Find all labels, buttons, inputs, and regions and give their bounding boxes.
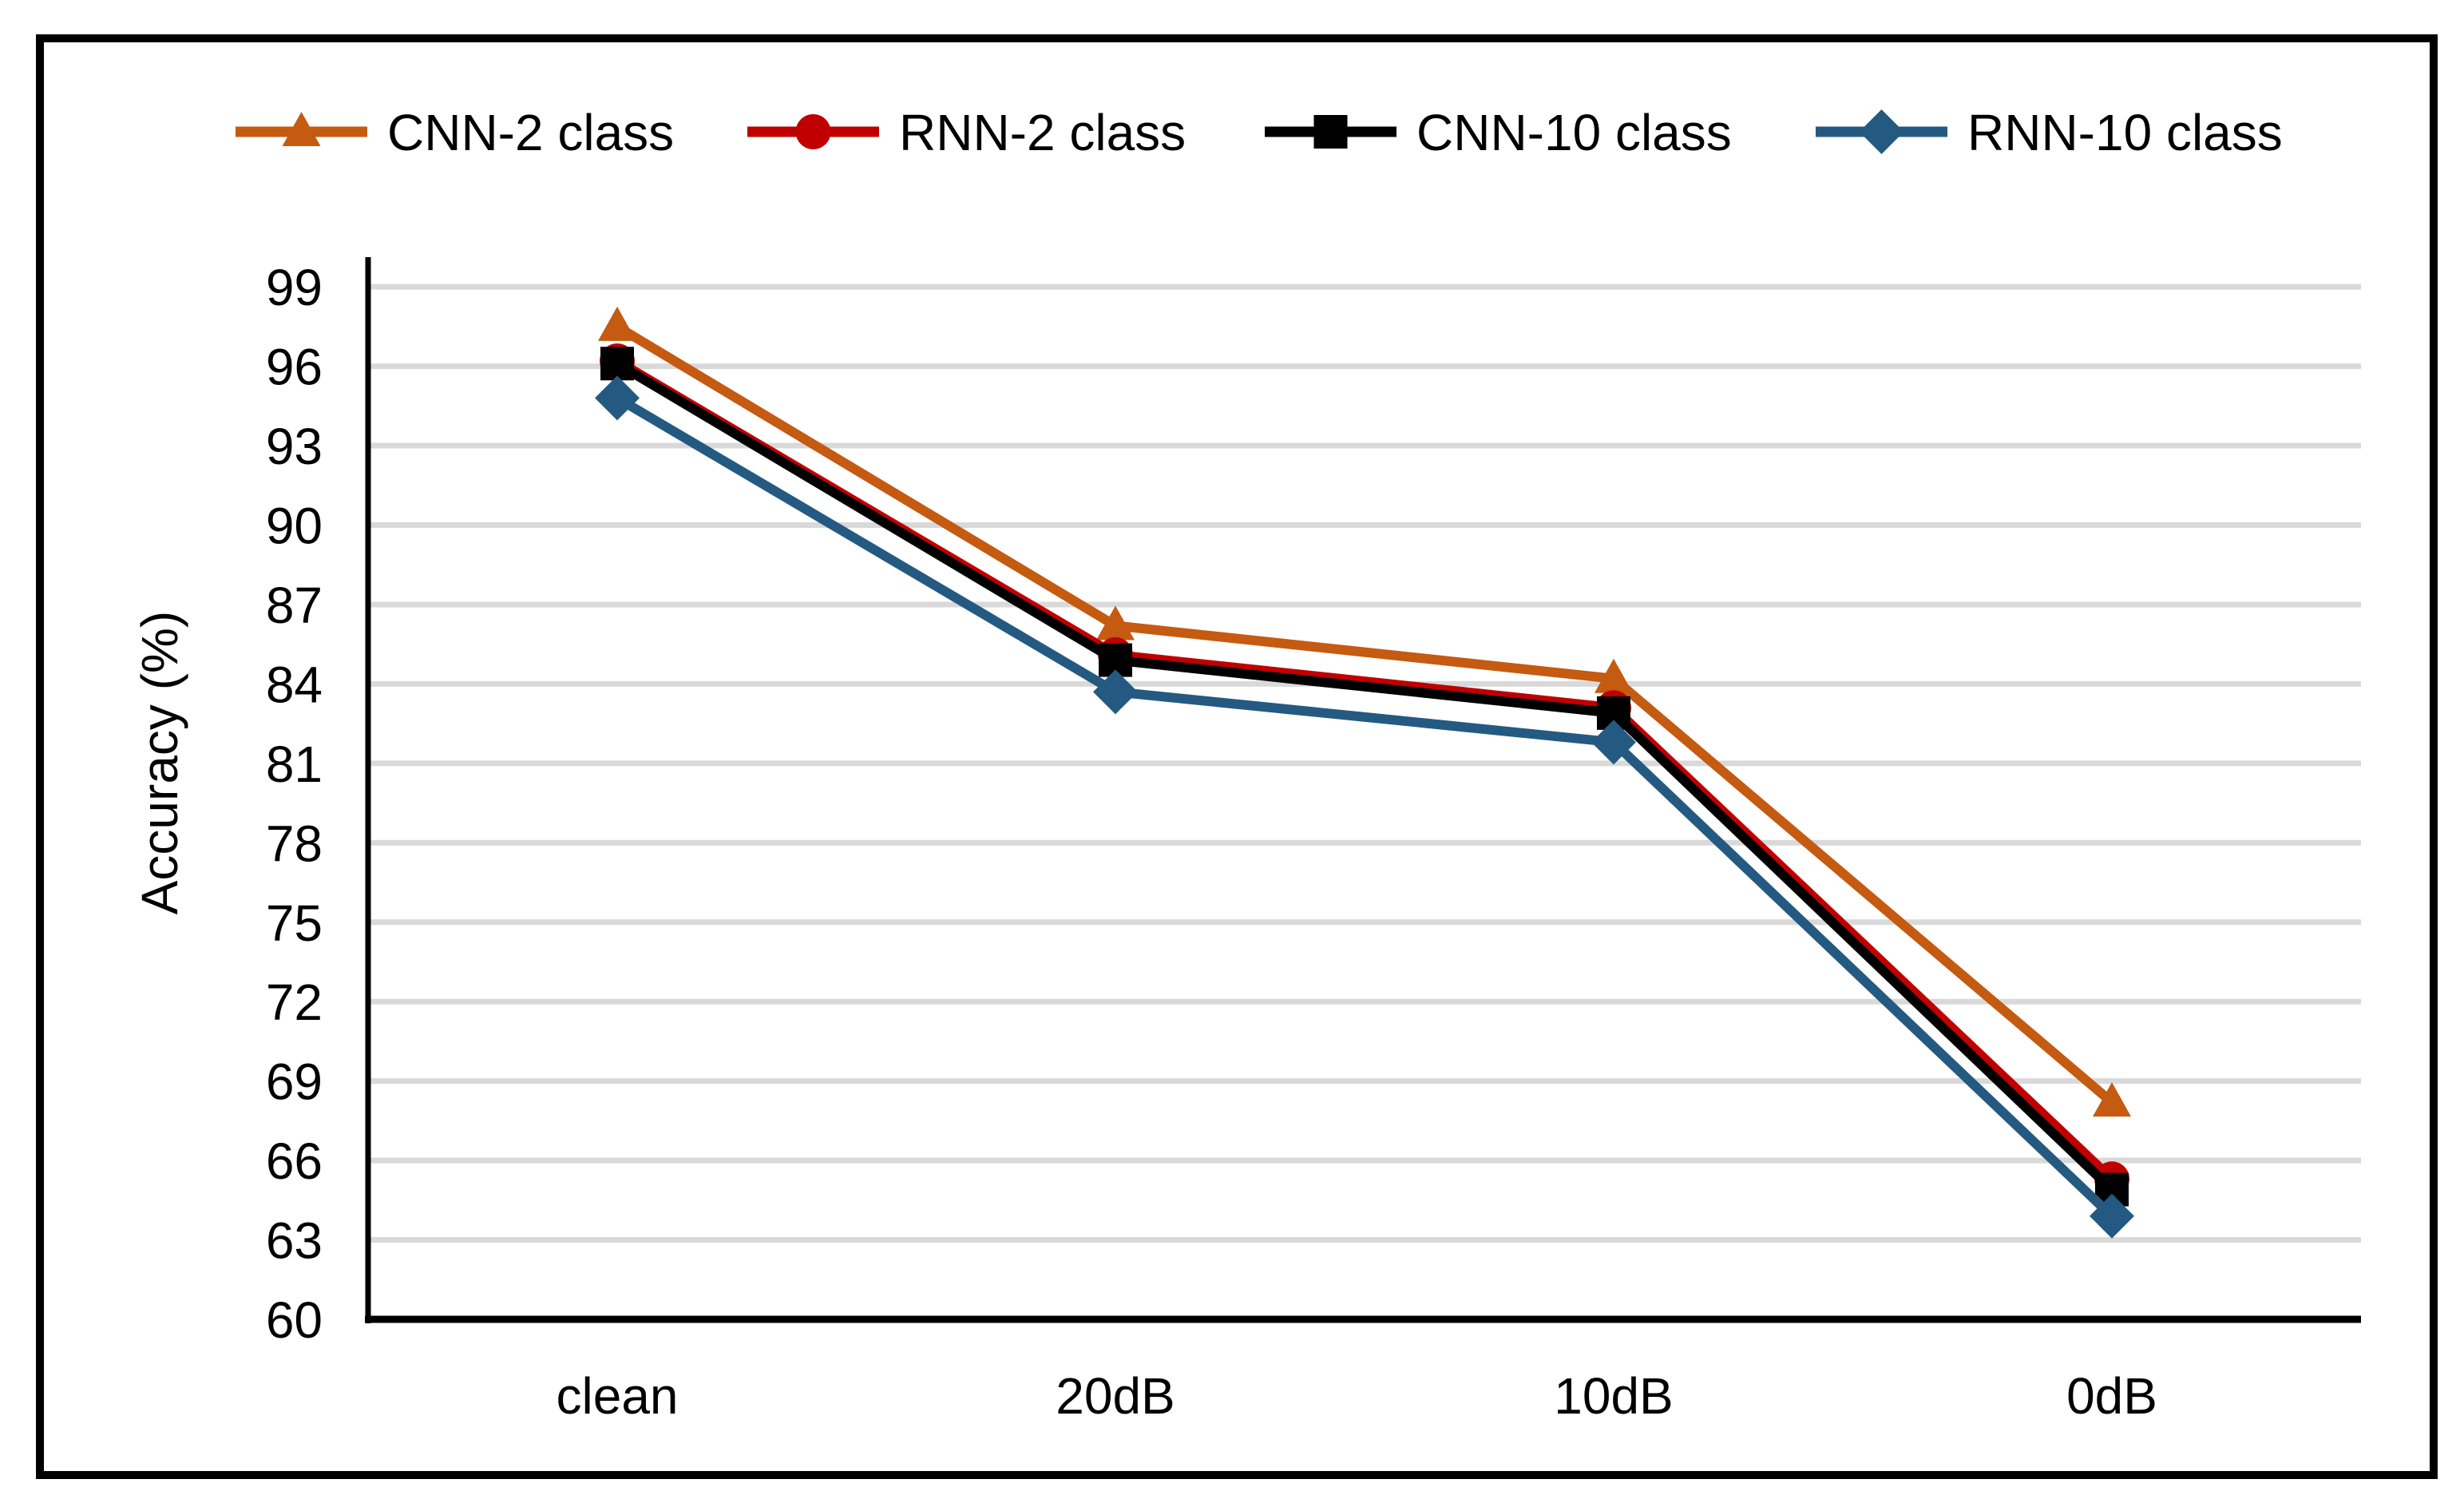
legend-label-cnn-2-class: CNN-2 class — [387, 104, 674, 161]
series-rnn-2-class — [600, 343, 2129, 1197]
square-marker-icon — [1313, 115, 1348, 149]
triangle-marker-icon — [282, 112, 321, 146]
series-line-rnn-2-class — [614, 356, 2116, 1183]
series-cnn-2-class — [598, 306, 2131, 1117]
y-tick-label-75: 75 — [266, 894, 323, 952]
legend-label-rnn-10-class: RNN-10 class — [1967, 104, 2283, 161]
y-tick-label-99: 99 — [266, 259, 323, 316]
y-tick-label-78: 78 — [266, 815, 323, 872]
y-tick-label-84: 84 — [266, 656, 323, 713]
x-category-label-clean: clean — [557, 1367, 679, 1425]
diamond-marker — [1591, 720, 1636, 765]
series-cnn-10-class — [600, 347, 2129, 1207]
triangle-marker — [1594, 658, 1633, 693]
legend-item-cnn-10-class: CNN-10 class — [1265, 104, 1732, 161]
y-tick-label-81: 81 — [266, 736, 323, 793]
legend-item-rnn-10-class: RNN-10 class — [1816, 104, 2283, 161]
legend-label-cnn-10-class: CNN-10 class — [1416, 104, 1732, 161]
y-tick-label-96: 96 — [266, 339, 323, 396]
y-tick-label-60: 60 — [266, 1291, 323, 1349]
y-tick-label-69: 69 — [266, 1053, 323, 1111]
figure-border — [36, 34, 2438, 1479]
diamond-marker — [1093, 669, 1138, 715]
legend-label-rnn-2-class: RNN-2 class — [899, 104, 1186, 161]
diamond-marker — [2090, 1193, 2134, 1239]
y-tick-label-66: 66 — [266, 1132, 323, 1190]
y-tick-label-90: 90 — [266, 498, 323, 555]
x-category-label-10db: 10dB — [1554, 1367, 1673, 1425]
series-rnn-10-class — [595, 375, 2134, 1239]
x-category-label-0db: 0dB — [2066, 1367, 2157, 1425]
y-axis-title: Accuracy (%) — [131, 610, 188, 915]
triangle-marker — [2093, 1082, 2131, 1117]
legend-item-cnn-2-class: CNN-2 class — [236, 104, 674, 161]
series-line-cnn-2-class — [614, 322, 2115, 1106]
triangle-marker — [598, 306, 636, 341]
x-category-label-20db: 20dB — [1056, 1367, 1175, 1425]
diamond-marker — [595, 375, 640, 421]
square-marker — [600, 347, 634, 381]
triangle-marker — [1096, 605, 1135, 640]
diamond-marker-icon — [1859, 109, 1904, 154]
series-line-rnn-10-class — [614, 394, 2116, 1220]
legend-item-rnn-2-class: RNN-2 class — [747, 104, 1186, 161]
y-tick-label-93: 93 — [266, 418, 323, 475]
y-tick-label-72: 72 — [266, 974, 323, 1031]
series-line-cnn-10-class — [614, 359, 2116, 1193]
y-tick-label-87: 87 — [266, 577, 323, 634]
y-tick-label-63: 63 — [266, 1212, 323, 1270]
circle-marker-icon — [795, 114, 831, 149]
